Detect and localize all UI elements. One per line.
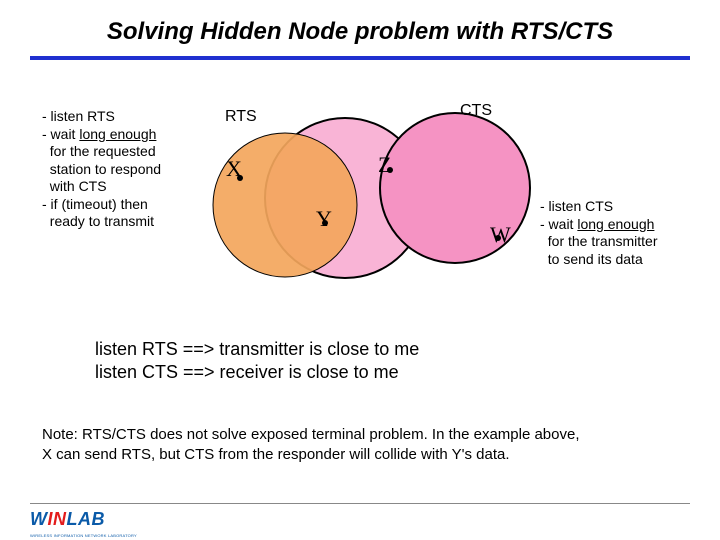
middle-line-2: listen CTS ==> receiver is close to me <box>95 361 419 384</box>
footer-rule <box>30 503 690 504</box>
label-rts: RTS <box>225 108 257 126</box>
winlab-logo: WINLAB <box>30 509 105 530</box>
label-z: Z <box>378 152 391 178</box>
logo-lab: LAB <box>67 509 106 529</box>
note-text: Note: RTS/CTS does not solve exposed ter… <box>42 425 682 464</box>
logo-in: IN <box>48 509 67 529</box>
right-bullets: - listen CTS- wait long enough for the t… <box>540 198 705 268</box>
label-x: X <box>226 156 242 182</box>
slide-title: Solving Hidden Node problem with RTS/CTS <box>0 18 720 46</box>
note-line-2: X can send RTS, but CTS from the respond… <box>42 445 682 465</box>
winlab-logo-sub: WIRELESS INFORMATION NETWORK LABORATORY <box>30 533 137 538</box>
label-w: W <box>490 222 511 248</box>
title-rule <box>30 56 690 60</box>
logo-w: W <box>30 509 48 529</box>
label-cts: CTS <box>460 102 492 120</box>
middle-text: listen RTS ==> transmitter is close to m… <box>95 338 419 385</box>
middle-line-1: listen RTS ==> transmitter is close to m… <box>95 338 419 361</box>
note-line-1: Note: RTS/CTS does not solve exposed ter… <box>42 425 682 445</box>
label-y: Y <box>316 206 332 232</box>
left-bullets: - listen RTS- wait long enough for the r… <box>42 108 202 231</box>
venn-circle-orange <box>213 133 357 277</box>
